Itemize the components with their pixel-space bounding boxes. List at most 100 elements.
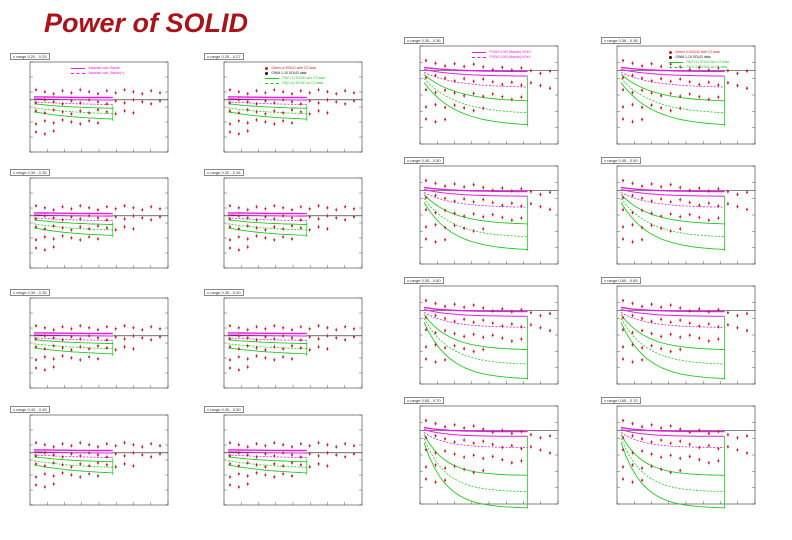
magenta-band-dashed	[423, 312, 528, 328]
data-point	[79, 88, 82, 92]
data-point	[688, 442, 691, 446]
plot-svg	[616, 165, 756, 265]
data-point	[650, 344, 653, 348]
data-point	[290, 237, 294, 241]
magenta-band-mid	[620, 189, 725, 197]
data-point	[246, 461, 249, 465]
data-point	[281, 119, 285, 123]
data-point	[228, 246, 232, 250]
data-point	[96, 453, 100, 457]
data-point	[472, 470, 475, 475]
data-point	[114, 327, 117, 331]
data-point	[61, 338, 64, 342]
data-point	[631, 422, 634, 426]
data-point	[237, 111, 241, 115]
data-point	[237, 119, 241, 123]
legend-label: Green 4=SOLID with C2 data	[675, 50, 720, 54]
data-point	[443, 316, 447, 321]
data-point	[501, 336, 504, 340]
plot-svg	[419, 405, 559, 509]
plot-panel: x range 0.32 - 0.34	[202, 168, 382, 280]
data-point	[105, 218, 109, 222]
data-point	[669, 183, 672, 187]
data-point	[745, 69, 749, 73]
data-point	[96, 445, 100, 449]
data-point	[472, 62, 475, 66]
data-point	[443, 64, 447, 68]
data-point	[255, 471, 258, 475]
data-point	[631, 193, 634, 198]
data-point	[472, 320, 475, 324]
plot-title: x range 0.60 - 0.65	[601, 277, 641, 284]
data-point	[123, 88, 126, 92]
magenta-band-mid	[33, 451, 113, 454]
data-point	[96, 328, 100, 332]
data-point	[491, 442, 494, 446]
data-point	[462, 467, 466, 471]
data-point	[281, 326, 285, 330]
data-point	[123, 204, 126, 208]
data-point	[510, 322, 514, 326]
data-point	[317, 345, 320, 349]
green-band-dashed	[33, 223, 113, 231]
data-point	[61, 205, 64, 209]
data-point	[745, 207, 749, 212]
data-point	[34, 475, 38, 479]
data-point	[281, 472, 285, 476]
data-point	[255, 226, 258, 230]
data-point	[43, 368, 47, 372]
data-point	[631, 120, 634, 124]
green-band-upper	[227, 456, 307, 463]
data-point	[539, 326, 542, 330]
data-point	[299, 110, 303, 114]
data-point	[43, 485, 47, 489]
data-point	[539, 313, 542, 318]
data-point	[548, 434, 552, 438]
data-point	[114, 228, 117, 232]
data-point	[424, 88, 428, 92]
data-point	[281, 98, 285, 102]
data-point	[745, 86, 749, 90]
legend-swatch	[472, 52, 487, 53]
data-point	[52, 208, 55, 212]
data-point	[424, 357, 428, 361]
data-point	[472, 79, 475, 83]
data-point	[34, 358, 38, 362]
data-point	[52, 357, 55, 361]
data-point	[105, 226, 109, 230]
plot-svg	[419, 165, 559, 265]
data-point	[631, 90, 634, 95]
data-point	[326, 347, 329, 351]
data-point	[326, 206, 329, 210]
green-band-dashed	[423, 318, 528, 365]
data-point	[352, 91, 356, 95]
magenta-band-dashed	[33, 454, 113, 458]
data-point	[335, 453, 338, 457]
legend-label: PVDIS 1000 (Bardin) 6GeV	[489, 55, 531, 59]
data-point	[679, 185, 682, 190]
legend-swatch	[669, 56, 673, 59]
data-point	[70, 356, 73, 360]
data-point	[443, 478, 447, 482]
data-point	[472, 212, 475, 216]
plot-title: x range 0.45 - 0.50	[404, 157, 444, 164]
data-point	[34, 441, 38, 445]
data-point	[548, 311, 552, 316]
data-point	[237, 368, 241, 372]
data-point	[335, 100, 338, 104]
data-point	[621, 418, 625, 423]
data-point	[158, 452, 162, 456]
magenta-band-upper	[227, 332, 307, 335]
data-point	[482, 306, 485, 310]
data-point	[246, 216, 249, 220]
data-point	[34, 122, 38, 126]
data-point	[34, 217, 38, 221]
data-point	[650, 182, 653, 186]
green-band-lower	[620, 82, 725, 126]
data-point	[443, 208, 447, 213]
data-point	[482, 227, 485, 231]
data-point	[273, 88, 276, 92]
data-point	[424, 178, 428, 183]
data-point	[650, 423, 653, 427]
data-point	[679, 456, 682, 461]
